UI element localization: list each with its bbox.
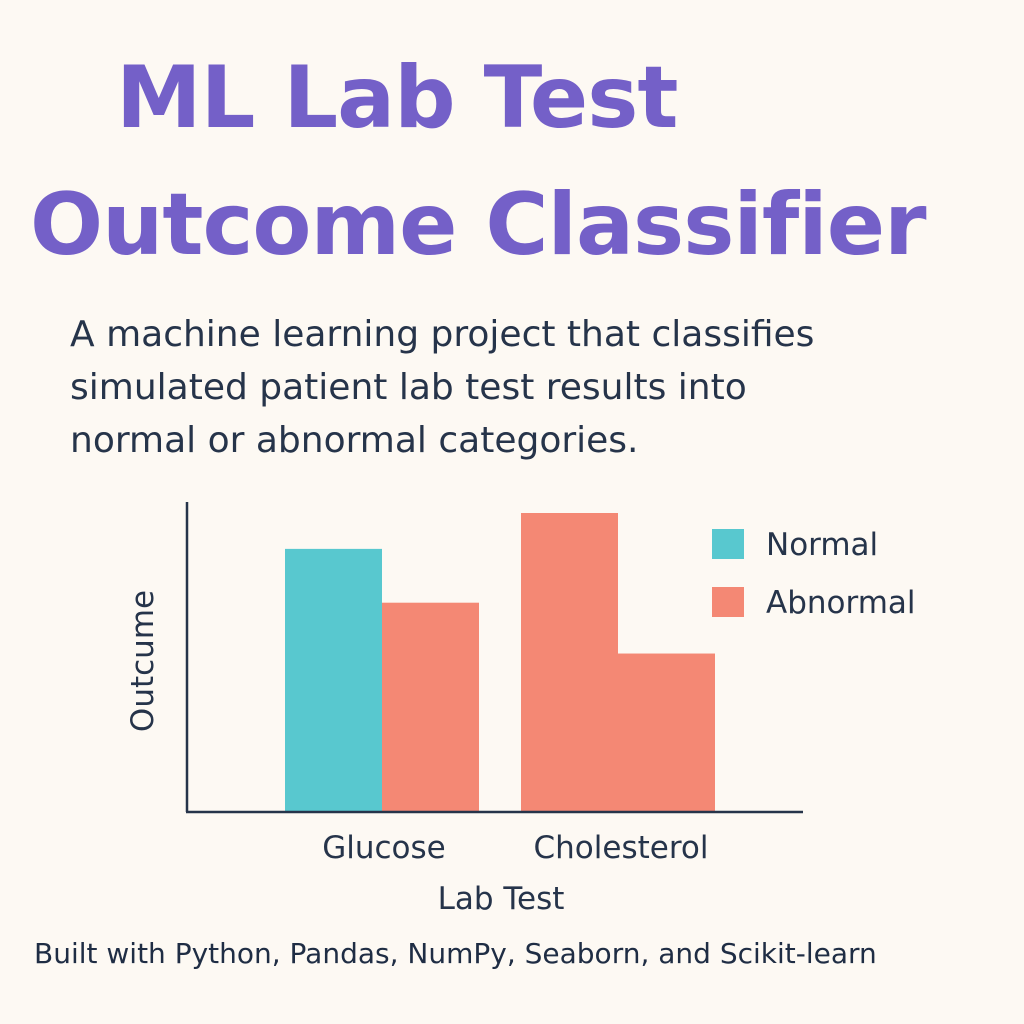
legend-swatch-normal: [712, 529, 744, 559]
title-line-1: ML Lab Test: [116, 48, 679, 148]
bar-cholesterol-abnormal: [521, 513, 618, 812]
bars-group: [285, 513, 715, 812]
description-line-2: simulated patient lab test results into: [70, 367, 747, 408]
legend-label-abnormal: Abnormal: [766, 585, 916, 621]
description-line-3: normal or abnormal categories.: [70, 420, 639, 461]
bar-glucose-abnormal: [382, 602, 479, 812]
x-axis-label: Lab Test: [438, 881, 565, 917]
bar-cholesterol-abnormal: [618, 653, 715, 812]
legend: Normal Abnormal: [712, 527, 916, 621]
bar-glucose-normal: [285, 548, 382, 812]
title-line-2: Outcome Classifier: [30, 175, 926, 275]
description-line-1: A machine learning project that classifi…: [70, 314, 815, 355]
legend-swatch-abnormal: [712, 587, 744, 617]
footer-tech-stack: Built with Python, Pandas, NumPy, Seabor…: [34, 937, 877, 970]
legend-label-normal: Normal: [766, 527, 878, 563]
x-tick-label-glucose: Glucose: [322, 830, 446, 866]
x-tick-label-cholesterol: Cholesterol: [534, 830, 709, 866]
y-axis-label: Outcume: [125, 590, 161, 732]
